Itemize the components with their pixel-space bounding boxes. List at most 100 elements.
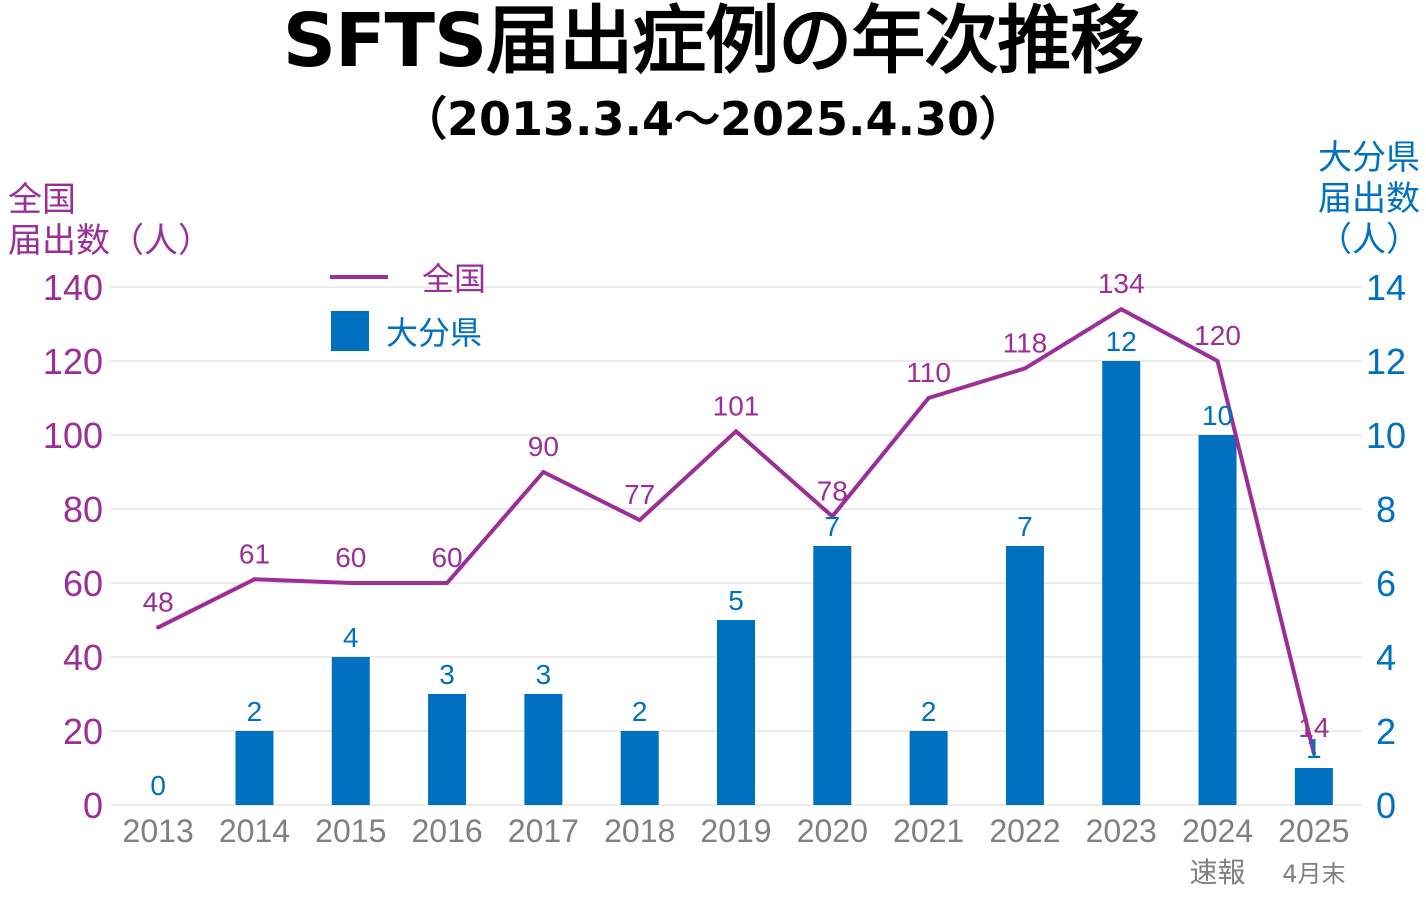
line-value-label: 110 <box>906 357 951 388</box>
left-axis-label-line-2: 届出数（人） <box>8 220 212 261</box>
line-value-label: 78 <box>817 475 848 506</box>
bar-value-label: 4 <box>343 622 359 653</box>
right-axis-label-line-3: （人） <box>1318 219 1420 260</box>
line-point-2022 <box>1022 366 1027 371</box>
bar-value-label: 3 <box>536 659 552 690</box>
line-point-2024 <box>1215 359 1220 363</box>
line-point-2013 <box>156 625 161 630</box>
left-tick-label: 20 <box>63 711 103 752</box>
x-tick-label: 2013 <box>123 813 194 849</box>
x-tick-label: 2019 <box>700 813 771 849</box>
line-value-label: 60 <box>335 542 366 573</box>
right-tick-label: 0 <box>1376 785 1396 826</box>
line-value-label: 101 <box>713 390 760 421</box>
bar-value-label: 1 <box>1306 733 1322 764</box>
line-point-2018 <box>637 518 642 523</box>
bar-value-label: 2 <box>921 696 937 727</box>
bar-2021 <box>909 731 948 805</box>
bar-value-label: 7 <box>1017 511 1033 542</box>
x-tick-label: 2024 <box>1182 813 1253 849</box>
legend-bar-swatch <box>331 311 369 351</box>
bar-2023 <box>1102 361 1141 805</box>
left-tick-label: 60 <box>63 563 103 604</box>
x-tick-label: 2015 <box>315 813 386 849</box>
x-tick-label: 2016 <box>411 813 482 849</box>
bar-2022 <box>1005 546 1044 805</box>
line-value-label: 60 <box>431 542 462 573</box>
bar-value-label: 7 <box>825 511 841 542</box>
line-value-label: 118 <box>1003 327 1048 358</box>
right-tick-label: 12 <box>1366 341 1406 382</box>
right-tick-label: 4 <box>1376 637 1396 678</box>
bar-2017 <box>524 694 563 805</box>
line-value-label: 77 <box>624 479 655 510</box>
line-value-label: 134 <box>1098 268 1145 299</box>
left-tick-label: 120 <box>43 341 103 382</box>
bar-2020 <box>813 546 852 805</box>
bar-value-label: 3 <box>439 659 455 690</box>
left-tick-label: 0 <box>83 785 103 826</box>
right-tick-label: 8 <box>1376 489 1396 530</box>
line-point-2025 <box>1311 751 1316 756</box>
x-tick-label: 2017 <box>508 813 579 849</box>
line-point-2019 <box>734 429 738 434</box>
line-point-2017 <box>541 470 546 474</box>
bar-value-label: 12 <box>1106 326 1137 357</box>
line-series <box>156 307 1316 756</box>
line-value-label: 120 <box>1194 320 1241 351</box>
bar-2015 <box>331 657 370 805</box>
bar-value-label: 2 <box>247 696 263 727</box>
bar-2016 <box>428 694 467 805</box>
line-value-label: 48 <box>143 586 174 617</box>
x-tick-label: 2023 <box>1086 813 1157 849</box>
line-value-label: 61 <box>239 538 270 569</box>
line-value-label: 90 <box>528 431 559 462</box>
line-point-2021 <box>926 396 931 400</box>
line-point-2015 <box>348 581 353 585</box>
x-tick-note: 速報 <box>1190 856 1246 889</box>
line-value-label: 14 <box>1298 712 1329 743</box>
right-axis-label-line-2: 届出数 <box>1318 178 1420 219</box>
legend-label-national: 全国 <box>422 260 486 298</box>
left-tick-label: 80 <box>63 489 103 530</box>
chart-title: SFTS届出症例の年次推移 <box>282 0 1145 84</box>
bar-2014 <box>235 731 274 805</box>
right-axis-label-line-1: 大分県 <box>1318 138 1420 178</box>
bar-2019 <box>717 620 755 805</box>
x-tick-label: 2018 <box>604 813 675 849</box>
legend: 全国 大分県 <box>330 260 486 352</box>
bar-value-label: 10 <box>1202 400 1233 431</box>
line-point-2014 <box>252 577 257 582</box>
x-tick-label: 2014 <box>219 813 290 849</box>
right-axis-label: 大分県 届出数 （人） <box>1318 138 1420 260</box>
x-tick-label: 2025 <box>1278 813 1349 849</box>
x-tick-label: 2022 <box>989 813 1060 849</box>
bar-value-label: 2 <box>632 696 648 727</box>
left-axis-label-line-1: 全国 <box>8 180 76 220</box>
right-tick-label: 6 <box>1376 563 1396 604</box>
bar-series <box>235 361 1333 805</box>
right-tick-label: 2 <box>1376 711 1396 752</box>
bar-2024 <box>1198 435 1237 805</box>
line-point-2023 <box>1119 307 1124 312</box>
x-tick-label: 2020 <box>797 813 868 849</box>
legend-label-oita: 大分県 <box>386 314 482 352</box>
line-point-2016 <box>445 581 450 585</box>
right-tick-label: 14 <box>1366 267 1406 308</box>
bar-value-label: 0 <box>150 770 166 801</box>
bar-2025 <box>1294 768 1333 805</box>
bar-2018 <box>620 731 659 805</box>
left-tick-label: 100 <box>43 415 103 456</box>
chart-subtitle: （2013.3.4～2025.4.30） <box>401 92 1025 146</box>
x-tick-note: 4月末 <box>1282 860 1345 888</box>
left-axis-label: 全国 届出数（人） <box>8 180 212 262</box>
bar-value-label: 5 <box>728 585 744 616</box>
left-tick-label: 40 <box>63 637 103 678</box>
line-point-2020 <box>830 514 835 519</box>
left-tick-label: 140 <box>43 267 103 308</box>
right-tick-label: 10 <box>1366 415 1406 456</box>
x-tick-label: 2021 <box>893 813 964 849</box>
